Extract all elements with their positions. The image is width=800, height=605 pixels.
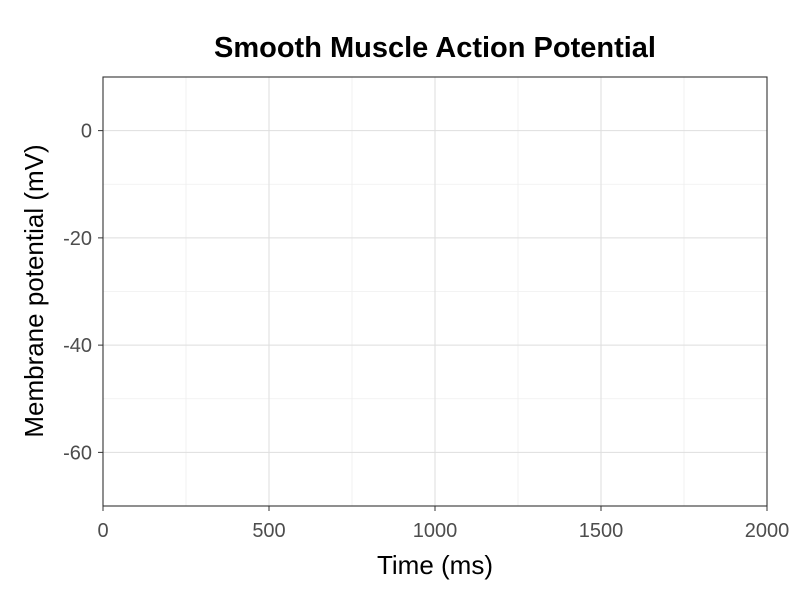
- y-axis: 0 -20 -40 -60: [63, 121, 103, 464]
- x-axis-title: Time (ms): [377, 550, 493, 580]
- y-tick-label: 0: [81, 121, 92, 143]
- x-tick-label: 0: [97, 520, 108, 542]
- y-tick-label: -40: [63, 335, 92, 357]
- y-axis-title: Membrane potential (mV): [19, 144, 49, 437]
- x-tick-label: 2000: [745, 520, 790, 542]
- x-axis: 0 500 1000 1500 2000: [97, 506, 789, 542]
- x-tick-label: 500: [252, 520, 285, 542]
- x-tick-label: 1500: [579, 520, 624, 542]
- x-tick-label: 1000: [413, 520, 458, 542]
- chart-title: Smooth Muscle Action Potential: [214, 32, 656, 64]
- y-tick-label: -60: [63, 442, 92, 464]
- y-tick-label: -20: [63, 228, 92, 250]
